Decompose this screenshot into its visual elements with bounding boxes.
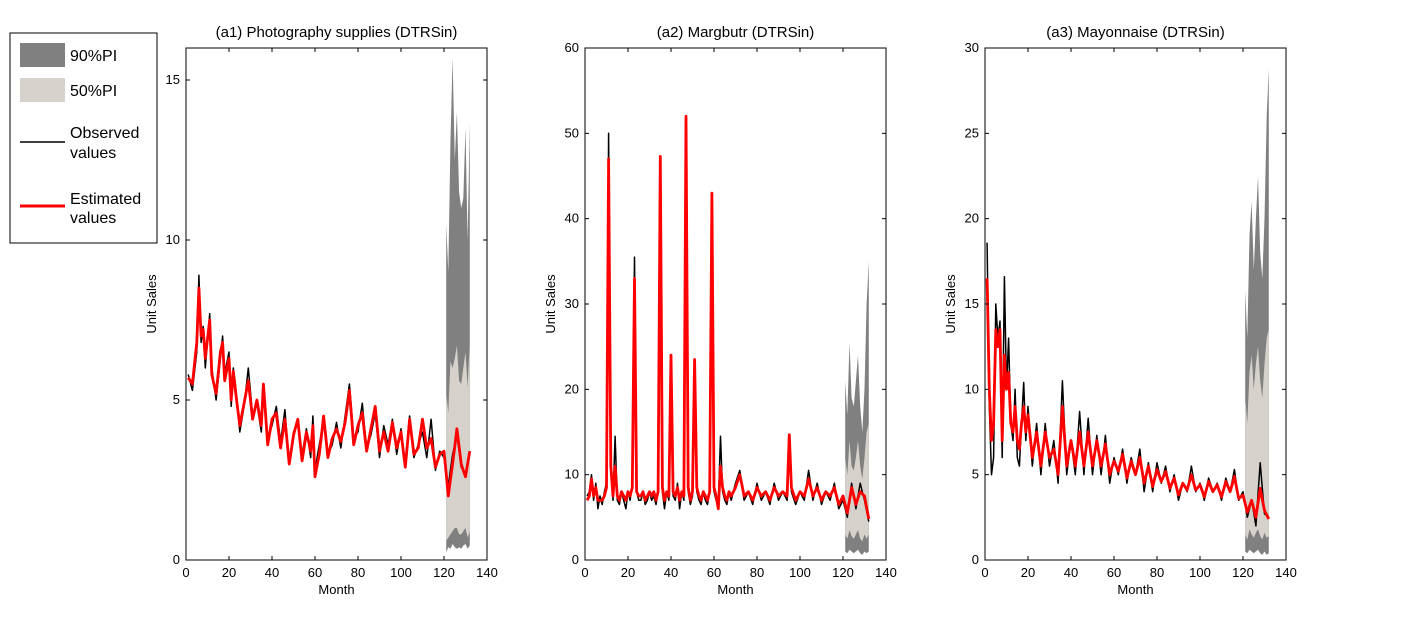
pi50-band: [845, 423, 869, 542]
y-tick-label: 10: [965, 381, 979, 396]
legend-label-estimated-line1: Estimated: [70, 191, 141, 208]
y-tick-label: 15: [965, 296, 979, 311]
x-tick-label: 80: [351, 565, 365, 580]
x-tick-label: 20: [621, 565, 635, 580]
chart-title: (a2) Margbutr (DTRSin): [657, 24, 815, 41]
x-axis-label: Month: [717, 582, 753, 597]
y-tick-label: 30: [565, 296, 579, 311]
x-tick-label: 60: [707, 565, 721, 580]
x-tick-label: 120: [433, 565, 455, 580]
x-tick-label: 0: [981, 565, 988, 580]
y-tick-label: 20: [565, 381, 579, 396]
legend-label-pi50: 50%PI: [70, 83, 117, 100]
x-tick-label: 20: [1021, 565, 1035, 580]
y-axis-label: Unit Sales: [543, 274, 558, 334]
y-tick-label: 10: [166, 232, 180, 247]
x-tick-label: 40: [664, 565, 678, 580]
x-tick-label: 0: [581, 565, 588, 580]
axes-frame: [185, 47, 488, 561]
y-tick-label: 15: [166, 72, 180, 87]
x-tick-label: 40: [1064, 565, 1078, 580]
y-tick-label: 40: [565, 211, 579, 226]
chart-title: (a3) Mayonnaise (DTRSin): [1046, 24, 1224, 41]
estimated-line: [585, 114, 871, 520]
x-tick-label: 60: [308, 565, 322, 580]
y-tick-label: 25: [965, 125, 979, 140]
x-tick-label: 120: [832, 565, 854, 580]
x-tick-label: 100: [1189, 565, 1211, 580]
y-tick-label: 20: [965, 211, 979, 226]
x-tick-label: 140: [476, 565, 498, 580]
x-tick-label: 100: [390, 565, 412, 580]
estimated-line: [187, 286, 472, 498]
x-tick-label: 140: [1275, 565, 1297, 580]
x-tick-label: 80: [1150, 565, 1164, 580]
chart-panel-a3: 0 20 40 60 80 100 120 140 0 5 10 15 20 25 30 (a3) Mayon…: [943, 24, 1297, 597]
x-tick-label: 60: [1107, 565, 1121, 580]
y-tick-label: 30: [965, 40, 979, 55]
y-tick-label: 5: [173, 392, 180, 407]
y-tick-label: 50: [565, 125, 579, 140]
legend-label-observed-line1: Observed: [70, 125, 139, 142]
legend-swatch-pi90: [20, 43, 65, 67]
y-tick-label: 60: [565, 40, 579, 55]
legend: 90%PI 50%PI Observed values Estimated va…: [9, 32, 158, 244]
y-tick-label: 10: [565, 467, 579, 482]
y-tick-label: 5: [972, 467, 979, 482]
axes-frame: [984, 47, 1287, 561]
legend-box: [9, 32, 158, 244]
x-axis-label: Month: [1117, 582, 1153, 597]
y-tick-label: 0: [572, 552, 579, 567]
x-tick-label: 80: [750, 565, 764, 580]
chart-panel-a2: 0 20 40 60 80 100 120 140 0 10 20 30 40 50 60 (a2) Marg…: [543, 24, 897, 597]
legend-swatch-pi50: [20, 78, 65, 102]
x-tick-label: 40: [265, 565, 279, 580]
chart-panel-a1: 0 20 40 60 80 100 120 140 0 5 10 15 (a1) Photography…: [144, 24, 498, 597]
legend-label-pi90: 90%PI: [70, 48, 117, 65]
legend-label-observed-line2: values: [70, 145, 116, 162]
x-tick-label: 140: [875, 565, 897, 580]
x-tick-label: 100: [789, 565, 811, 580]
y-tick-label: 0: [173, 552, 180, 567]
y-tick-label: 0: [972, 552, 979, 567]
legend-label-estimated-line2: values: [70, 210, 116, 227]
x-tick-label: 20: [222, 565, 236, 580]
estimated-line: [985, 278, 1271, 520]
y-axis-label: Unit Sales: [943, 274, 958, 334]
y-axis-label: Unit Sales: [144, 274, 159, 334]
observed-line: [586, 115, 870, 522]
x-tick-label: 0: [182, 565, 189, 580]
x-axis-label: Month: [318, 582, 354, 597]
chart-title: (a1) Photography supplies (DTRSin): [216, 24, 458, 41]
x-tick-label: 120: [1232, 565, 1254, 580]
